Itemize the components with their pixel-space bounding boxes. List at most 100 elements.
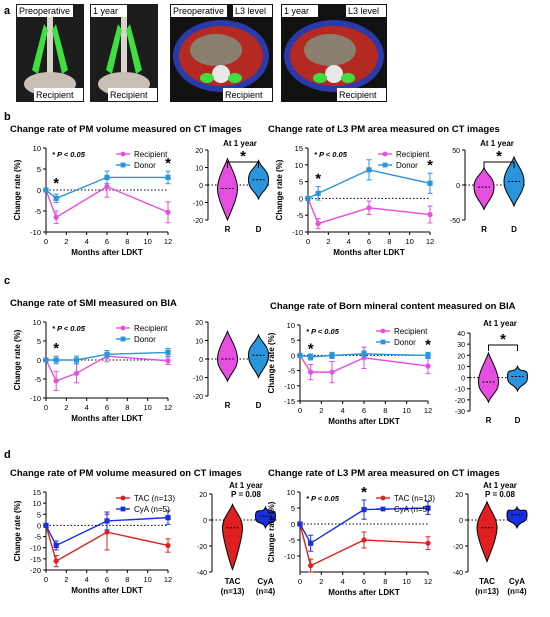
ct-bottom-label: Recipient bbox=[110, 90, 148, 100]
chart-title: Change rate of PM volume measured on CT … bbox=[10, 468, 242, 479]
y-tick-label: -5 bbox=[34, 207, 41, 216]
significance-note: * P < 0.05 bbox=[52, 150, 86, 159]
data-point bbox=[43, 187, 49, 193]
x-tick-label: 10 bbox=[143, 403, 151, 412]
series-line bbox=[45, 176, 168, 200]
significance-note: * P < 0.05 bbox=[52, 324, 86, 333]
x-axis-label: Months after LDKT bbox=[333, 248, 405, 257]
legend-label: Recipient bbox=[394, 327, 428, 336]
psoas-left-shape bbox=[313, 73, 327, 83]
legend-label: Donor bbox=[394, 338, 416, 347]
data-point bbox=[73, 357, 80, 363]
x-tick-label: 0 bbox=[298, 577, 302, 586]
x-axis-label: Months after LDKT bbox=[328, 588, 400, 597]
significance-note: * P < 0.05 bbox=[314, 150, 348, 159]
y-tick-label: -5 bbox=[288, 536, 295, 545]
y-tick-label: 20 bbox=[455, 492, 463, 499]
x-tick-label: 2 bbox=[326, 237, 330, 246]
x-tick-label: 10 bbox=[402, 406, 410, 415]
data-point bbox=[305, 195, 311, 201]
legend-label: Donor bbox=[134, 161, 156, 170]
data-point bbox=[53, 195, 59, 201]
x-tick-label: 4 bbox=[341, 577, 345, 586]
series-1: Donor bbox=[43, 335, 171, 365]
data-point bbox=[308, 354, 314, 360]
x-tick-label: 2 bbox=[319, 406, 323, 415]
data-point bbox=[53, 357, 59, 363]
violin-chart-3: -50 0 50 At 1 year R D * bbox=[450, 139, 525, 234]
y-tick-label: -10 bbox=[193, 201, 203, 208]
legend-swatch-marker bbox=[120, 336, 126, 342]
x-axis-label: Months after LDKT bbox=[71, 586, 143, 595]
legend-swatch-marker bbox=[380, 506, 386, 512]
x-tick-label: 4 bbox=[341, 406, 345, 415]
series-1: Donor bbox=[297, 338, 431, 361]
y-tick-label: 10 bbox=[33, 144, 41, 153]
y-tick-label: -20 bbox=[193, 218, 203, 225]
line-chart-4: Change rate of SMI measured on BIA -10 -5 0… bbox=[10, 298, 177, 423]
ct-photo-axial-preop: Preoperative L3 level Recipient bbox=[170, 4, 273, 102]
legend-swatch-marker bbox=[380, 328, 386, 334]
y-tick-label: 15 bbox=[33, 488, 41, 497]
data-point bbox=[53, 542, 59, 549]
x-tick-label: 10 bbox=[143, 575, 151, 584]
category-label: TAC bbox=[225, 577, 241, 586]
violin-title: At 1 year bbox=[480, 139, 514, 148]
y-tick-label: -20 bbox=[30, 566, 41, 575]
data-point bbox=[165, 358, 171, 364]
category-label: (n=13) bbox=[475, 587, 499, 596]
panel-letter-d: d bbox=[4, 449, 11, 461]
significance-star: * bbox=[53, 175, 59, 192]
series-line bbox=[45, 525, 169, 563]
x-tick-label: 10 bbox=[402, 577, 410, 586]
series-1: CyA (n=5) bbox=[297, 499, 431, 552]
y-tick-label: 10 bbox=[33, 318, 41, 327]
x-tick-label: 0 bbox=[44, 575, 48, 584]
significance-star: * bbox=[425, 336, 431, 353]
ct-photo-coronal-1year: 1 year Recipient bbox=[90, 4, 158, 102]
data-point bbox=[427, 211, 433, 218]
x-tick-label: 4 bbox=[85, 237, 89, 246]
x-tick-label: 8 bbox=[125, 575, 129, 584]
legend-label: TAC (n=13) bbox=[394, 494, 435, 503]
x-tick-label: 12 bbox=[164, 575, 172, 584]
series-line bbox=[307, 169, 431, 200]
significance-star: * bbox=[53, 340, 59, 357]
series-line bbox=[299, 507, 429, 545]
violin-shape bbox=[247, 159, 270, 201]
x-tick-label: 8 bbox=[125, 237, 129, 246]
data-point bbox=[165, 174, 171, 180]
x-tick-label: 8 bbox=[387, 237, 391, 246]
significance-star: * bbox=[361, 484, 367, 501]
violin-chart-5: -20 -10 0 10 20 R D bbox=[193, 320, 270, 410]
series-line bbox=[299, 523, 429, 567]
data-point bbox=[329, 369, 335, 375]
data-point bbox=[104, 529, 110, 535]
data-point bbox=[165, 209, 171, 215]
data-point bbox=[427, 180, 433, 186]
data-point bbox=[104, 184, 110, 190]
category-label: R bbox=[481, 225, 487, 234]
data-point bbox=[165, 349, 171, 355]
y-tick-label: 20 bbox=[457, 353, 465, 360]
y-tick-label: -50 bbox=[450, 218, 460, 225]
data-point bbox=[366, 205, 372, 211]
ct-top-label: 1 year bbox=[93, 6, 118, 16]
panel-letter-c: c bbox=[4, 275, 10, 287]
y-tick-label: -15 bbox=[30, 555, 41, 564]
data-point bbox=[361, 507, 367, 513]
y-axis-label: Change rate (%) bbox=[13, 159, 22, 220]
legend-label: Donor bbox=[396, 161, 418, 170]
legend-swatch-marker bbox=[120, 325, 126, 331]
data-point bbox=[425, 352, 431, 358]
y-tick-label: 10 bbox=[195, 166, 203, 173]
panel-letter-a: a bbox=[4, 5, 11, 17]
category-label: D bbox=[256, 225, 262, 234]
legend-swatch-marker bbox=[120, 506, 126, 512]
y-tick-label: -10 bbox=[193, 376, 203, 383]
y-tick-label: 5 bbox=[291, 504, 295, 513]
legend-swatch-marker bbox=[382, 162, 388, 168]
ct-bottom-label: Recipient bbox=[36, 90, 74, 100]
